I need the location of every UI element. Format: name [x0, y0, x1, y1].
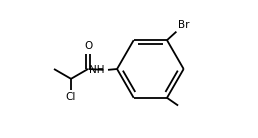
Text: Br: Br [178, 20, 190, 30]
Text: NH: NH [89, 65, 104, 75]
Text: Cl: Cl [66, 92, 76, 103]
Text: O: O [84, 41, 92, 51]
